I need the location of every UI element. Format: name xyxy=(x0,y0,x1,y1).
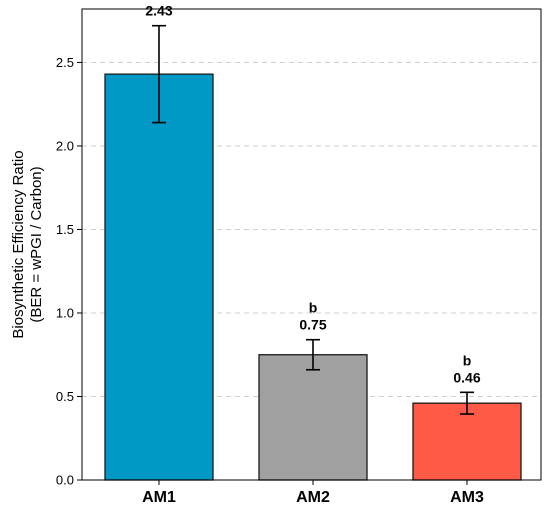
y-tick-label: 0.5 xyxy=(56,389,74,404)
x-axis: AM1 AM2 AM3 xyxy=(142,480,484,506)
y-tick-label: 2.5 xyxy=(56,55,74,70)
significance-label: b xyxy=(463,352,472,368)
bars xyxy=(104,73,522,481)
y-axis-label-line1: Biosynthetic Efficiency Ratio xyxy=(10,150,27,338)
value-label: 0.46 xyxy=(453,369,480,385)
bar-am3 xyxy=(412,402,522,481)
bar-am2 xyxy=(258,354,368,481)
significance-label: a xyxy=(155,0,163,2)
plot-frame xyxy=(81,8,542,481)
y-axis-label-line2: (BER = wPGI / Carbon) xyxy=(28,166,45,322)
y-axis: 0.0 0.5 1.0 1.5 2.0 2.5 xyxy=(56,55,82,488)
y-tick-label: 2.0 xyxy=(56,138,74,153)
value-label: 2.43 xyxy=(145,3,172,19)
x-tick-label: AM3 xyxy=(450,489,484,506)
value-label: 0.75 xyxy=(299,317,326,333)
y-tick-label: 1.0 xyxy=(56,305,74,320)
y-tick-label: 0.0 xyxy=(56,473,74,488)
bar-am1 xyxy=(104,73,214,481)
x-tick-label: AM2 xyxy=(296,489,330,506)
error-bars xyxy=(152,24,474,415)
significance-label: b xyxy=(309,300,318,316)
x-tick-label: AM1 xyxy=(142,489,176,506)
y-tick-label: 1.5 xyxy=(56,222,74,237)
